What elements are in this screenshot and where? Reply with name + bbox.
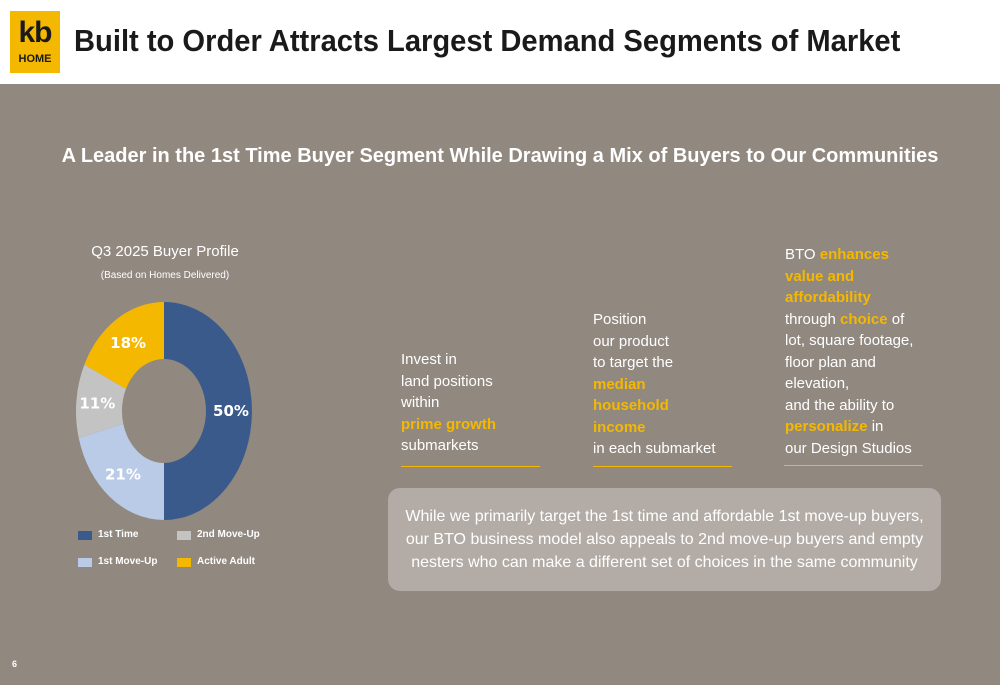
donut-label-active-adult: 18% bbox=[110, 334, 146, 352]
divider-rule bbox=[593, 466, 732, 467]
col3-text: in bbox=[867, 418, 884, 435]
col1-line: land positions bbox=[401, 372, 493, 390]
callout-text: While we primarily target the 1st time a… bbox=[405, 508, 924, 571]
col3-text: through bbox=[785, 310, 841, 328]
header-bar: kb HOME Built to Order Attracts Largest … bbox=[0, 0, 1000, 84]
logo-kb-text: kb bbox=[18, 16, 52, 49]
col2-highlight: household bbox=[593, 397, 669, 414]
divider-rule bbox=[401, 466, 540, 467]
donut-slice-1st-time bbox=[164, 302, 252, 520]
col2-line: Position bbox=[593, 311, 647, 328]
col1-line: within bbox=[401, 394, 440, 411]
col3-line: our Design Studios bbox=[785, 439, 912, 457]
legend-swatch bbox=[78, 558, 92, 567]
chart-subtitle: (Based on Homes Delivered) bbox=[100, 270, 230, 281]
donut-label-1st-move-up: 21% bbox=[105, 466, 141, 484]
col3-line: elevation, bbox=[785, 375, 850, 392]
col1-line: Invest in bbox=[401, 351, 457, 368]
donut-slice-1st-move-up bbox=[78, 423, 164, 520]
col2-line: our product bbox=[593, 332, 669, 350]
donut-slice-active-adult bbox=[84, 302, 164, 389]
legend-label: Active Adult bbox=[197, 556, 255, 567]
legend-label: 1st Move-Up bbox=[98, 556, 158, 567]
col1-highlight: prime growth bbox=[401, 415, 497, 433]
col3-highlight: value and bbox=[785, 267, 855, 285]
donut-label-2nd-move-up: 11% bbox=[79, 394, 115, 412]
col3-line: personalize in bbox=[785, 416, 913, 438]
legend-label: 2nd Move-Up bbox=[197, 529, 260, 540]
legend-swatch bbox=[177, 531, 191, 540]
page-number: 6 bbox=[12, 659, 18, 669]
col3-highlight: enhances bbox=[819, 246, 889, 263]
col2-highlight: median bbox=[593, 375, 646, 393]
col2-highlight: income bbox=[593, 418, 646, 436]
col3-highlight: affordability bbox=[785, 289, 871, 306]
column-bto-value: BTO enhances value and affordability thr… bbox=[785, 244, 913, 459]
col3-line: floor plan and bbox=[785, 353, 876, 371]
column-land-positions: Invest in land positions within prime gr… bbox=[401, 349, 496, 457]
col3-highlight: personalize bbox=[785, 418, 868, 435]
col3-highlight: choice bbox=[840, 310, 888, 328]
page-title: Built to Order Attracts Largest Demand S… bbox=[74, 23, 901, 58]
col3-text: BTO bbox=[785, 246, 820, 263]
col3-line: lot, square footage, bbox=[785, 332, 914, 349]
legend-label: 1st Time bbox=[98, 529, 139, 540]
legend-swatch bbox=[78, 531, 92, 540]
col3-text: of bbox=[887, 310, 905, 328]
kb-home-logo: kb HOME bbox=[10, 11, 60, 73]
section-subtitle: A Leader in the 1st Time Buyer Segment W… bbox=[61, 145, 939, 167]
chart-title: Q3 2025 Buyer Profile bbox=[91, 243, 239, 260]
donut-label-1st-time: 50% bbox=[213, 402, 249, 420]
callout-box: While we primarily target the 1st time a… bbox=[388, 488, 941, 591]
logo-home-text: HOME bbox=[18, 53, 52, 65]
legend-swatch bbox=[177, 558, 191, 567]
col3-line: and the ability to bbox=[785, 396, 895, 414]
col1-line: submarkets bbox=[401, 437, 479, 454]
column-target-product: Position our product to target the media… bbox=[593, 309, 716, 460]
donut-slice-2nd-move-up bbox=[76, 364, 126, 439]
col2-line: to target the bbox=[593, 354, 674, 371]
col3-line: through choice of bbox=[785, 309, 913, 331]
divider-rule bbox=[784, 465, 923, 466]
col3-line: BTO enhances bbox=[785, 244, 913, 266]
col2-line: in each submarket bbox=[593, 440, 716, 457]
